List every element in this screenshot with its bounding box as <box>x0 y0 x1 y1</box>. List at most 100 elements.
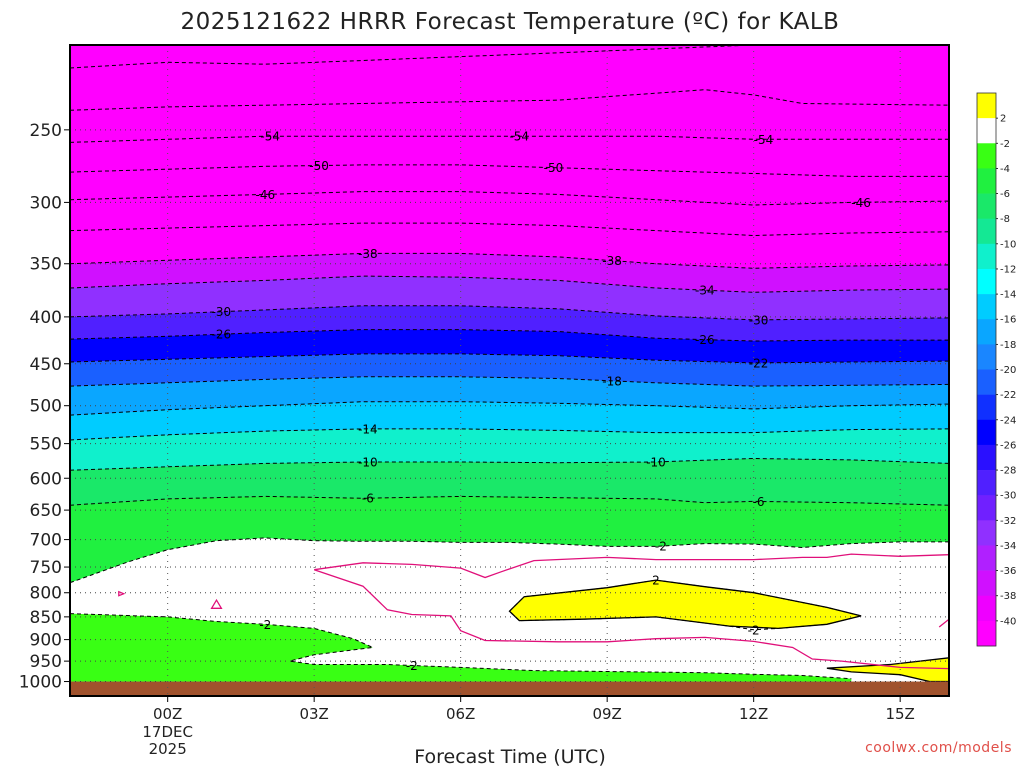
fill-band <box>70 276 949 320</box>
y-tick-label: 600 <box>30 469 62 489</box>
x-tick-label: 15Z <box>885 705 914 723</box>
isotherm-label: 2 <box>652 574 660 588</box>
y-tick-label: 650 <box>30 501 62 521</box>
zero-degree-line <box>118 590 126 597</box>
chart-title: 2025121622 HRRR Forecast Temperature (ºC… <box>181 9 840 35</box>
y-tick-label: 300 <box>30 193 62 213</box>
x-tick-date-label: 17DEC <box>142 723 193 741</box>
isotherm-label: -22 <box>749 356 769 370</box>
y-tick-label: 850 <box>30 608 62 628</box>
colorbar-bin <box>977 620 996 647</box>
colorbar-bin <box>977 570 996 597</box>
isotherm-line <box>729 625 779 631</box>
zero-degree-line <box>938 618 949 628</box>
colorbar-bin <box>977 168 996 194</box>
fill-band <box>70 428 949 471</box>
y-tick-label: 400 <box>30 308 62 328</box>
isotherm-label: -54 <box>260 130 280 144</box>
y-tick-label: 550 <box>30 435 62 455</box>
zero-degree-line <box>210 598 223 609</box>
fill-band <box>70 305 949 341</box>
y-tick-label: 700 <box>30 531 62 551</box>
isotherm-line <box>508 579 862 629</box>
colorbar-label: -22 <box>1000 390 1016 401</box>
grid <box>70 45 949 696</box>
isotherm-label: -6 <box>753 495 765 509</box>
colorbar-label: -36 <box>1000 566 1016 577</box>
colorbar-bin <box>977 344 996 370</box>
fill-band <box>70 329 949 363</box>
colorbar-label: -26 <box>1000 440 1016 451</box>
colorbar-bin <box>977 243 996 270</box>
colorbar-label: -14 <box>1000 290 1016 301</box>
colorbar-label: -2 <box>1000 139 1010 150</box>
colorbar-bin <box>977 444 996 471</box>
colorbar-label: -28 <box>1000 466 1016 477</box>
isotherm-label: -38 <box>358 247 378 261</box>
fill-region-cold <box>70 613 852 682</box>
zero-degree-line <box>313 569 949 670</box>
isotherm-label: -2 <box>406 659 418 673</box>
x-tick-label: 12Z <box>739 705 768 723</box>
fill-band <box>70 253 949 293</box>
fill-band <box>70 45 949 111</box>
x-tick-label: 03Z <box>299 705 328 723</box>
isotherm-label: -14 <box>358 422 378 436</box>
isotherm-label: -50 <box>309 159 329 173</box>
colorbar-label: -4 <box>1000 164 1010 175</box>
colorbar-bin <box>977 394 996 421</box>
colorbar-bin <box>977 93 996 119</box>
ground-layer <box>70 681 949 696</box>
colorbar-bin <box>977 595 996 622</box>
isotherm-labels: -54 -54 -54 -50 -50 -46 -46 -38 -38 -34 -30 -30 -26 -… <box>212 130 871 673</box>
ground-fill <box>70 681 949 696</box>
colorbar-bin <box>977 268 996 295</box>
y-tick-label: 950 <box>30 652 62 672</box>
isotherm-line <box>70 495 949 506</box>
colorbar-bin <box>977 369 996 395</box>
colorbar-bin <box>977 294 996 320</box>
fill-band <box>70 353 949 387</box>
isotherm-label: -26 <box>212 328 232 342</box>
plot-area: -54 -54 -54 -50 -50 -46 -46 -38 -38 -34 -30 -30 -26 -… <box>69 44 950 697</box>
colorbar-label: -10 <box>1000 239 1016 250</box>
colorbar-label: -18 <box>1000 340 1016 351</box>
colorbar-bin <box>977 143 996 169</box>
isotherm-label: -38 <box>602 254 622 268</box>
colorbar-label: -12 <box>1000 264 1016 275</box>
colorbar-bin <box>977 193 996 219</box>
isotherm-label: -6 <box>362 492 374 506</box>
colorbar-bin <box>977 419 996 446</box>
y-tick-label: 1000 <box>19 673 62 693</box>
isotherm-label: -18 <box>602 374 622 388</box>
y-tick-label: 900 <box>30 631 62 651</box>
fill-band <box>70 164 949 205</box>
colorbar: 2 -2 -4 -6 -8 -10 -12 -14 -16 -18 -20 -22 -24 -26 -28 -… <box>976 92 1016 647</box>
x-axis-label: Forecast Time (UTC) <box>414 746 605 768</box>
fill-band <box>70 89 949 143</box>
colorbar-label: -32 <box>1000 516 1016 527</box>
x-tick-label: 09Z <box>592 705 621 723</box>
fill-band <box>70 376 949 416</box>
x-tick-date-label: 2025 <box>149 740 187 758</box>
x-tick-label: 00Z <box>153 705 182 723</box>
zero-degree-line <box>314 553 949 579</box>
colorbar-label: -20 <box>1000 365 1016 376</box>
colorbar-label: -24 <box>1000 415 1016 426</box>
colorbar-label: -40 <box>1000 616 1016 627</box>
isotherm-label: -50 <box>544 161 564 175</box>
isotherm-line <box>70 89 949 111</box>
credit-text: coolwx.com/models <box>865 740 1012 756</box>
colorbar-bin <box>977 118 996 144</box>
isotherm-line <box>70 45 949 69</box>
isotherm-label: -46 <box>256 188 276 202</box>
colorbar-bin <box>977 520 996 546</box>
x-tick-label: 06Z <box>446 705 475 723</box>
y-tick-label: 250 <box>30 121 62 141</box>
colorbar-label: -30 <box>1000 491 1016 502</box>
isotherm-label: -2 <box>259 618 271 632</box>
isotherm-label: -2 <box>748 623 760 637</box>
colorbar-frame <box>976 92 997 647</box>
